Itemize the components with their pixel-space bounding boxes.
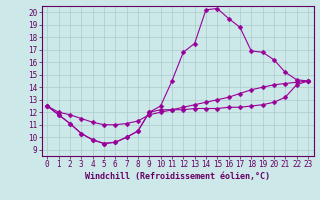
X-axis label: Windchill (Refroidissement éolien,°C): Windchill (Refroidissement éolien,°C) xyxy=(85,172,270,181)
